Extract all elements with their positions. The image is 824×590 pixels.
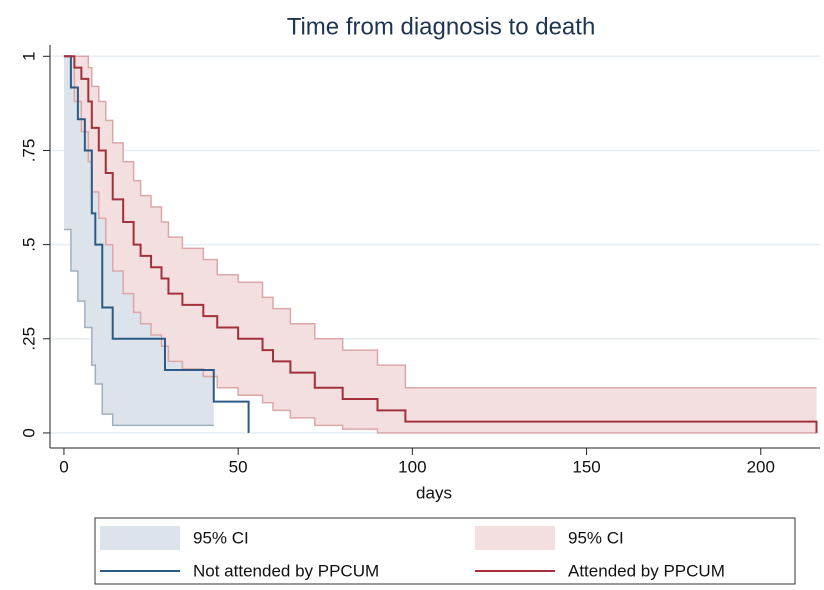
legend-label: Attended by PPCUM bbox=[568, 561, 725, 580]
legend-ci-swatch bbox=[475, 526, 555, 550]
ci-lower bbox=[63, 228, 214, 427]
x-tick-label: 100 bbox=[398, 457, 426, 476]
survival-line bbox=[63, 55, 818, 433]
x-axis-label: days bbox=[416, 483, 452, 502]
x-tick-label: 50 bbox=[229, 457, 248, 476]
legend-box bbox=[94, 517, 796, 585]
y-tick-label: 0 bbox=[19, 428, 38, 437]
y-tick-label: .5 bbox=[19, 238, 38, 252]
y-tick-label: .75 bbox=[19, 139, 38, 163]
x-tick-label: 150 bbox=[572, 457, 600, 476]
x-tick-label: 0 bbox=[59, 457, 68, 476]
ci-upper bbox=[63, 55, 817, 389]
y-tick-label: .25 bbox=[19, 327, 38, 351]
legend-ci-label: 95% CI bbox=[193, 528, 249, 547]
x-tick-label: 200 bbox=[747, 457, 775, 476]
legend-ci-label: 95% CI bbox=[568, 528, 624, 547]
chart-title: Time from diagnosis to death bbox=[287, 13, 596, 40]
legend-ci-swatch bbox=[100, 526, 180, 550]
legend-label: Not attended by PPCUM bbox=[193, 561, 379, 580]
survival-line bbox=[63, 55, 250, 433]
y-tick-label: 1 bbox=[19, 52, 38, 61]
